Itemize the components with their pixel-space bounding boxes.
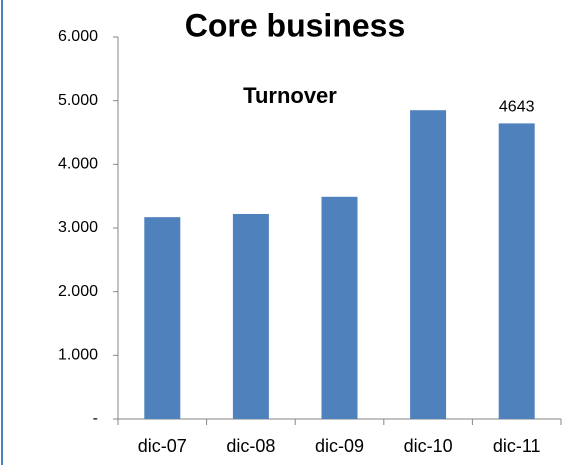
bar	[232, 213, 269, 419]
x-tick-label: dic-07	[138, 436, 187, 456]
x-tick-label: dic-11	[493, 436, 541, 456]
y-tick-label: 6.000	[58, 28, 98, 45]
x-tick-label: dic-10	[404, 436, 453, 456]
bar	[321, 196, 358, 419]
y-tick-label: 3.000	[58, 219, 98, 236]
chart-subtitle: Turnover	[243, 83, 337, 108]
chart-title: Core business	[185, 7, 406, 43]
data-label: 4643	[499, 99, 535, 116]
bar	[410, 110, 447, 419]
bar	[144, 217, 181, 419]
y-tick-label: 1.000	[58, 347, 98, 364]
bar	[498, 123, 535, 420]
y-tick-label: 2.000	[58, 283, 98, 300]
x-tick-label: dic-09	[315, 436, 364, 456]
y-tick-label: -	[93, 410, 98, 427]
y-tick-label: 5.000	[58, 92, 98, 109]
y-tick-label: 4.000	[58, 156, 98, 173]
x-tick-label: dic-08	[226, 436, 275, 456]
